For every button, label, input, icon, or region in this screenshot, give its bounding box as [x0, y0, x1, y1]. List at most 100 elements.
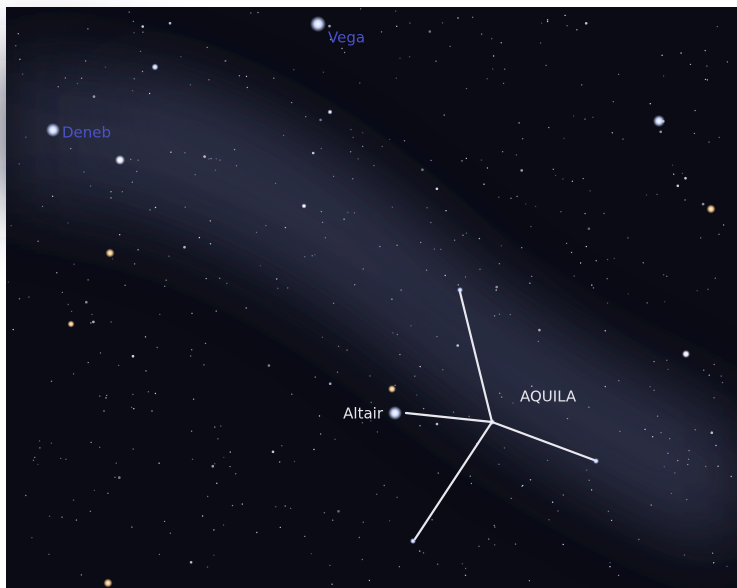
faint-star	[585, 245, 587, 248]
faint-star	[465, 157, 467, 160]
faint-star	[610, 519, 613, 522]
faint-star	[99, 352, 102, 354]
faint-star	[211, 464, 215, 468]
faint-star	[99, 395, 101, 397]
faint-star	[562, 178, 564, 180]
faint-star	[141, 25, 144, 28]
faint-star	[456, 344, 460, 347]
star-label: Vega	[328, 29, 365, 47]
faint-star	[619, 430, 621, 433]
faint-star	[103, 410, 105, 412]
faint-star	[91, 313, 93, 316]
faint-star	[233, 148, 236, 151]
faint-star	[380, 31, 383, 33]
faint-star	[726, 61, 729, 63]
faint-star	[419, 425, 421, 427]
faint-star	[37, 463, 39, 466]
faint-star	[92, 95, 96, 98]
star	[67, 320, 75, 328]
faint-star	[515, 154, 518, 156]
faint-star	[565, 242, 568, 245]
faint-star	[65, 458, 67, 460]
faint-star	[546, 19, 549, 21]
faint-star	[529, 282, 531, 284]
faint-star	[70, 310, 73, 313]
faint-star	[706, 65, 708, 67]
faint-star	[470, 482, 473, 485]
faint-star	[215, 158, 217, 160]
faint-star	[291, 393, 293, 395]
faint-star	[28, 296, 30, 298]
faint-star	[34, 456, 36, 459]
faint-star	[618, 380, 620, 382]
faint-star	[274, 182, 277, 185]
faint-star	[289, 507, 292, 510]
faint-star	[649, 386, 651, 388]
faint-star	[426, 207, 428, 209]
faint-star	[701, 202, 705, 206]
faint-star	[562, 494, 564, 496]
faint-star	[667, 452, 669, 454]
faint-star	[396, 25, 398, 27]
faint-star	[530, 225, 532, 228]
faint-star	[267, 364, 271, 367]
faint-star	[110, 197, 112, 199]
faint-star	[334, 438, 336, 440]
faint-star	[80, 77, 83, 80]
faint-star	[518, 122, 520, 124]
faint-star	[403, 140, 406, 142]
faint-star	[715, 444, 717, 447]
faint-star	[651, 436, 654, 438]
faint-star	[718, 136, 720, 139]
faint-star	[684, 176, 687, 180]
faint-star	[324, 237, 327, 239]
faint-star	[147, 391, 150, 393]
faint-star	[395, 77, 397, 79]
faint-star	[611, 132, 613, 134]
faint-star	[133, 78, 135, 80]
faint-star	[132, 448, 134, 450]
faint-star	[293, 460, 296, 463]
faint-star	[656, 415, 659, 417]
faint-star	[391, 206, 394, 208]
star	[653, 115, 665, 127]
faint-star	[314, 254, 316, 256]
faint-star	[144, 336, 147, 338]
faint-star	[235, 473, 237, 475]
faint-star	[87, 279, 89, 281]
faint-star	[391, 298, 393, 300]
faint-star	[131, 90, 134, 92]
faint-star	[50, 380, 53, 382]
faint-star	[332, 519, 334, 521]
faint-star	[51, 195, 54, 197]
faint-star	[245, 307, 247, 309]
faint-star	[570, 251, 573, 254]
faint-star	[617, 73, 620, 76]
faint-star	[38, 440, 41, 442]
faint-star	[189, 84, 192, 86]
star	[706, 204, 716, 214]
faint-star	[584, 118, 586, 120]
faint-star	[190, 355, 192, 357]
faint-star	[257, 11, 259, 14]
faint-star	[156, 346, 158, 349]
faint-star	[670, 492, 673, 495]
faint-star	[435, 60, 437, 62]
faint-star	[67, 222, 69, 224]
faint-star	[37, 240, 39, 242]
faint-star	[213, 529, 215, 531]
faint-star	[588, 479, 590, 481]
faint-star	[191, 458, 194, 460]
star	[46, 123, 60, 137]
faint-star	[361, 132, 364, 134]
faint-star	[133, 263, 136, 265]
faint-star	[370, 420, 372, 422]
faint-star	[154, 392, 157, 395]
faint-star	[717, 465, 719, 467]
faint-star	[687, 458, 690, 460]
milky-way-band	[6, 60, 737, 560]
faint-star	[449, 45, 451, 48]
faint-star	[369, 375, 371, 377]
faint-star	[480, 33, 483, 35]
faint-star	[478, 545, 480, 547]
